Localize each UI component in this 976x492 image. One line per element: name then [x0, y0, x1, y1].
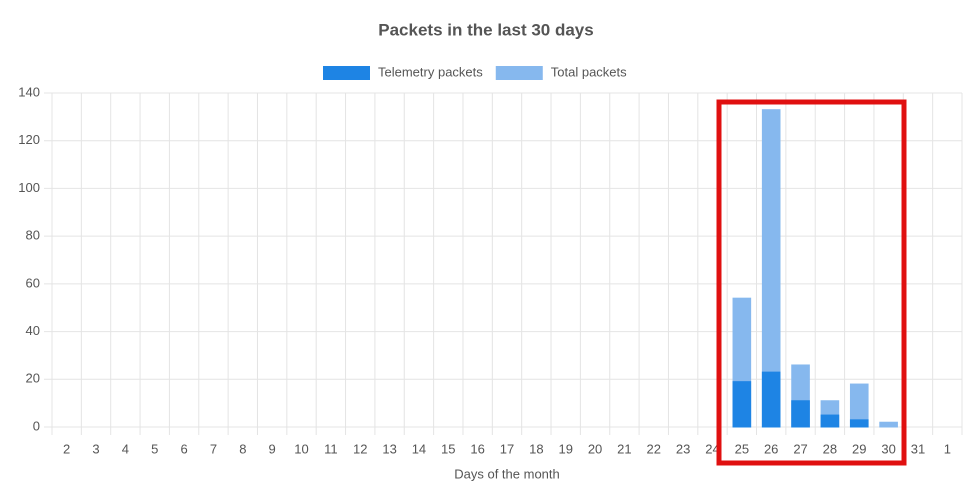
legend-label: Total packets — [551, 64, 627, 79]
x-tick-label: 30 — [881, 441, 895, 456]
x-tick-label: 25 — [735, 441, 749, 456]
x-tick-label: 2 — [63, 441, 70, 456]
y-tick-label: 100 — [18, 180, 40, 195]
x-tick-label: 31 — [911, 441, 925, 456]
legend-swatch — [323, 66, 370, 80]
x-tick-label: 8 — [239, 441, 246, 456]
bar — [820, 414, 840, 428]
x-tick-label: 12 — [353, 441, 367, 456]
x-tick-label: 22 — [647, 441, 661, 456]
x-tick-label: 20 — [588, 441, 602, 456]
legend: Telemetry packets Total packets — [323, 64, 627, 80]
y-tick-label: 60 — [26, 275, 40, 290]
y-tick-label: 140 — [18, 84, 40, 99]
x-tick-label: 16 — [470, 441, 484, 456]
y-tick-label: 80 — [26, 228, 40, 243]
y-tick-label: 0 — [33, 418, 40, 433]
x-tick-label: 29 — [852, 441, 866, 456]
bar — [761, 371, 781, 428]
x-tick-label: 7 — [210, 441, 217, 456]
y-tick-label: 40 — [26, 323, 40, 338]
x-tick-label: 6 — [180, 441, 187, 456]
x-tick-label: 17 — [500, 441, 514, 456]
x-axis-title: Days of the month — [454, 466, 560, 481]
x-tick-label: 19 — [558, 441, 572, 456]
chart-title: Packets in the last 30 days — [378, 20, 593, 39]
x-tick-label: 11 — [324, 441, 338, 456]
x-tick-label: 13 — [382, 441, 396, 456]
x-tick-label: 24 — [705, 441, 719, 456]
bar — [849, 419, 869, 428]
x-tick-label: 10 — [294, 441, 308, 456]
x-tick-label: 23 — [676, 441, 690, 456]
y-tick-label: 20 — [26, 371, 40, 386]
legend-swatch — [495, 66, 543, 80]
x-tick-label: 14 — [412, 441, 426, 456]
y-tick-label: 120 — [18, 132, 40, 147]
bar — [879, 421, 898, 428]
x-tick-label: 4 — [122, 441, 129, 456]
x-tick-label: 3 — [92, 441, 99, 456]
legend-label: Telemetry packets — [378, 64, 483, 79]
x-tick-label: 26 — [764, 441, 778, 456]
x-tick-label: 21 — [617, 441, 631, 456]
bar — [791, 400, 810, 428]
bar — [732, 381, 752, 428]
x-tick-label: 15 — [441, 441, 455, 456]
x-tick-label: 18 — [529, 441, 543, 456]
x-tick-label: 27 — [793, 441, 807, 456]
x-tick-label: 28 — [823, 441, 837, 456]
x-tick-label: 1 — [944, 441, 951, 456]
x-tick-label: 9 — [269, 441, 276, 456]
x-tick-label: 5 — [151, 441, 158, 456]
